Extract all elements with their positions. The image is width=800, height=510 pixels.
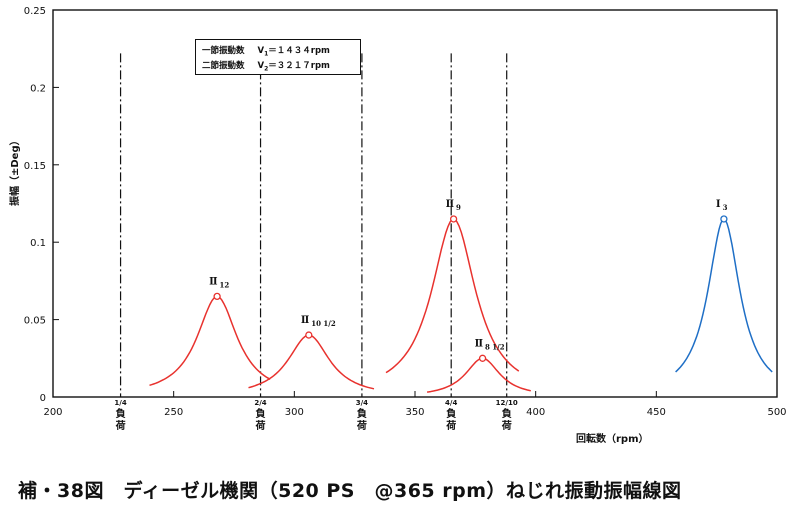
load-line-kanji-1: 負 (502, 407, 512, 420)
axes: 0 0.05 0.1 0.15 0.2 0.25 200 250 300 350 400 450 500 (24, 6, 787, 418)
load-line-kanji-2: 荷 (501, 419, 512, 432)
legend-sub-2: 2 (264, 65, 269, 73)
y-axis-label: 振幅（±Deg） (10, 135, 21, 206)
order-label: Ⅱ 10 1/2 (301, 315, 336, 328)
resonance-curves: Ⅱ 12 Ⅱ 10 1/2 Ⅱ 9 Ⅱ 8 1/2 Ⅰ 3 (149, 199, 773, 393)
peak-marker (305, 331, 313, 339)
legend-row-1: 一節振動数 V1＝１４３４rpm (202, 44, 330, 58)
legend-sub-1: 1 (264, 50, 269, 58)
y-tick-label: 0.1 (30, 238, 46, 249)
y-tick-label: 0.05 (24, 316, 46, 327)
y-tick-label: 0.25 (24, 6, 46, 17)
legend-label-2: 二節振動数 (202, 61, 245, 71)
legend-box: 一節振動数 V1＝１４３４rpm 二節振動数 V2＝３２１７rpm (195, 39, 361, 75)
load-line-kanji-1: 負 (357, 407, 367, 420)
order-label: Ⅱ 12 (209, 276, 229, 289)
peak-marker (478, 354, 487, 362)
load-line-kanji-1: 負 (446, 407, 456, 420)
y-tick-label: 0.2 (30, 83, 46, 94)
load-line-fraction: 12/10 (496, 399, 518, 407)
legend-value-1: ＝１４３４rpm (268, 46, 330, 56)
x-tick-label: 300 (285, 407, 304, 418)
legend-label-1: 一節振動数 (202, 46, 245, 56)
load-line-kanji-2: 荷 (115, 419, 126, 432)
y-tick-label: 0.15 (24, 161, 46, 172)
resonance-curve (248, 334, 375, 390)
x-tick-label: 400 (526, 407, 545, 418)
x-tick-label: 500 (767, 407, 786, 418)
resonance-curve (427, 357, 531, 393)
load-line-kanji-1: 負 (116, 407, 126, 420)
load-line-fraction: 4/4 (445, 399, 457, 407)
peak-marker (449, 215, 458, 223)
figure-caption: 補・38図 ディーゼル機関（520 PS @365 rpm）ねじれ振動振幅線図 (18, 480, 682, 502)
legend-var-1: V (257, 46, 265, 56)
x-tick-label: 450 (647, 407, 666, 418)
load-line-kanji-2: 荷 (356, 419, 367, 432)
resonance-curve (149, 295, 271, 387)
amplitude-chart: 0 0.05 0.1 0.15 0.2 0.25 200 250 300 350 400 450 500… (24, 6, 787, 432)
resonance-curve (675, 218, 773, 373)
load-line-fraction: 3/4 (356, 399, 368, 407)
load-line-kanji-2: 荷 (445, 419, 456, 432)
legend-value-2: ＝３２１７rpm (268, 61, 330, 71)
y-tick-label: 0 (40, 393, 46, 404)
load-line-kanji-1: 負 (256, 407, 266, 420)
legend-var-2: V (257, 61, 265, 71)
peak-marker (213, 292, 221, 301)
x-tick-label: 200 (43, 407, 62, 418)
legend-row-2: 二節振動数 V2＝３２１７rpm (202, 59, 330, 73)
load-line-fraction: 2/4 (254, 399, 266, 407)
peak-marker (720, 215, 728, 223)
x-tick-label: 350 (405, 407, 424, 418)
x-tick-label: 250 (164, 407, 183, 418)
load-line-fraction: 1/4 (114, 399, 126, 407)
x-axis-label: 回転数（rpm） (576, 434, 649, 445)
load-line-kanji-2: 荷 (255, 419, 266, 432)
